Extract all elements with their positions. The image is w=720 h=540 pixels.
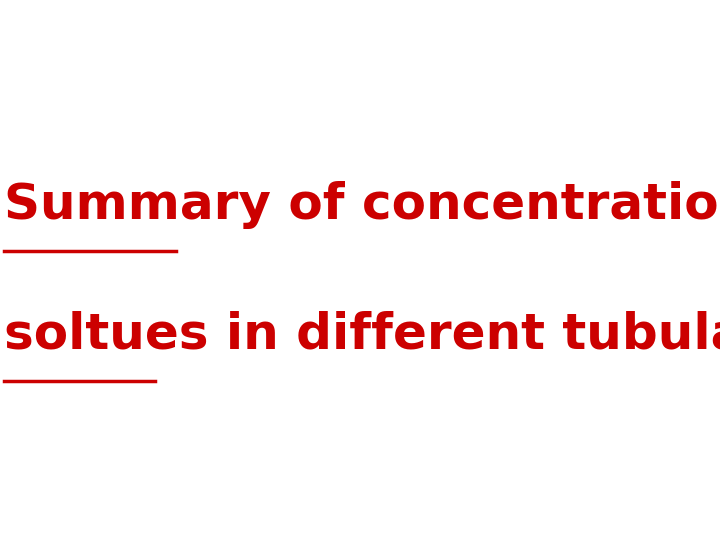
Text: soltues in different tubular segments: soltues in different tubular segments — [4, 311, 720, 359]
Text: Summary of concentration of different: Summary of concentration of different — [4, 181, 720, 229]
